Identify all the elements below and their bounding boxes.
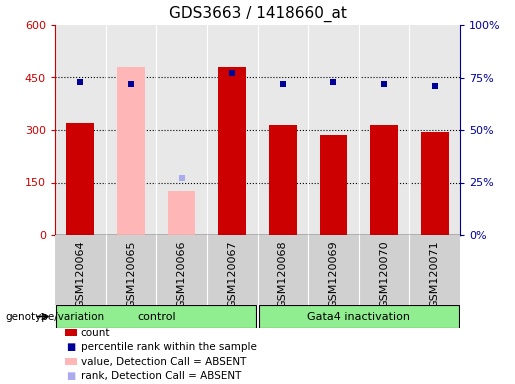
Text: value, Detection Call = ABSENT: value, Detection Call = ABSENT	[81, 357, 246, 367]
Bar	[218, 67, 246, 235]
Text: GSM120071: GSM120071	[430, 241, 440, 308]
Title: GDS3663 / 1418660_at: GDS3663 / 1418660_at	[168, 6, 347, 22]
Text: genotype/variation: genotype/variation	[5, 311, 104, 321]
Text: GSM120069: GSM120069	[329, 241, 338, 308]
Text: percentile rank within the sample: percentile rank within the sample	[81, 342, 256, 352]
Bar	[168, 191, 196, 235]
Bar	[259, 305, 459, 328]
Bar	[421, 132, 449, 235]
Text: GSM120070: GSM120070	[379, 241, 389, 308]
Text: GSM120065: GSM120065	[126, 241, 136, 308]
Text: ■: ■	[66, 371, 76, 381]
Bar	[319, 135, 347, 235]
Bar	[269, 125, 297, 235]
Text: GSM120066: GSM120066	[177, 241, 186, 308]
Text: count: count	[81, 328, 110, 338]
Text: GSM120064: GSM120064	[75, 241, 85, 308]
Bar	[56, 305, 256, 328]
Text: GSM120068: GSM120068	[278, 241, 288, 308]
Bar	[370, 125, 398, 235]
Text: ■: ■	[66, 342, 76, 352]
Bar	[66, 123, 94, 235]
Text: GSM120067: GSM120067	[227, 241, 237, 308]
Text: rank, Detection Call = ABSENT: rank, Detection Call = ABSENT	[81, 371, 241, 381]
Bar	[117, 67, 145, 235]
Text: Gata4 inactivation: Gata4 inactivation	[307, 311, 410, 321]
Text: control: control	[137, 311, 176, 321]
